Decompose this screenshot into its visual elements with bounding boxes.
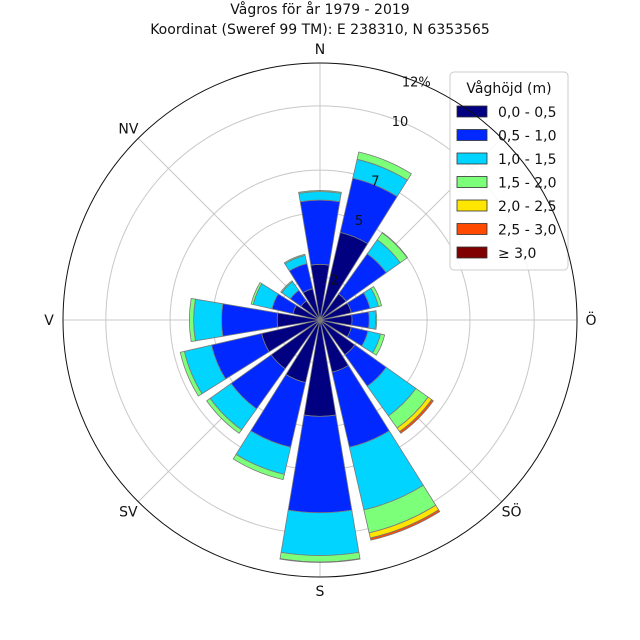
direction-label: SÖ (502, 503, 522, 521)
sector-bar-segment (189, 297, 196, 343)
chart-subtitle: Koordinat (Sweref 99 TM): E 238310, N 63… (150, 22, 490, 38)
direction-labels: N Ö SÖ S SV V NV (44, 42, 596, 600)
radial-tick-label: 5 (355, 214, 363, 229)
legend-entry-label: 2,0 - 2,5 (498, 199, 556, 215)
sector-bar-segment (399, 399, 434, 434)
legend-swatch (456, 176, 488, 188)
direction-label: V (44, 313, 54, 329)
sector-bar-segment (369, 509, 441, 541)
legend-entry-label: 1,0 - 1,5 (498, 152, 556, 168)
sector-bar-segment (179, 350, 203, 397)
radial-tick-label: 2 (330, 273, 338, 288)
sector-bar-segment (280, 280, 294, 294)
outer-ring (62, 62, 578, 578)
sector-bar-segment (351, 311, 370, 329)
legend-swatch (456, 129, 488, 141)
sector-bar-segment (374, 310, 378, 330)
direction-label: SV (119, 505, 138, 521)
direction-label: Ö (585, 311, 596, 329)
sector-bar-segment (232, 453, 285, 481)
sector-bar-segment (206, 397, 243, 434)
sector-bar-segment (370, 285, 383, 307)
sector-bar-segment (372, 333, 386, 356)
sector-bar-segment (279, 558, 361, 563)
sector-bar-segment (298, 190, 342, 194)
legend-swatch (456, 199, 488, 212)
radial-tick-label: 10 (392, 115, 409, 130)
sector-bar-segment (193, 298, 224, 342)
sector-bar-segment (356, 151, 412, 181)
legend: Våghöjd (m) 0,0 - 0,5 0,5 - 1,0 1,0 - 1,5 1,… (449, 71, 569, 271)
sector-bar-segment (381, 231, 409, 259)
chart-title: Vågros för år 1979 - 2019 (230, 1, 409, 18)
sector-bar-segment (368, 310, 377, 330)
direction-label: S (316, 584, 325, 600)
legend-swatch (456, 246, 488, 259)
legend-box (449, 71, 569, 271)
legend-entry-label: 2,5 - 3,0 (498, 223, 556, 239)
legend-entry-label: 0,5 - 1,0 (498, 129, 556, 145)
legend-swatch (456, 223, 488, 235)
sector-bars (179, 151, 441, 563)
sector-bar-segment (280, 509, 360, 556)
legend-swatch (456, 105, 488, 118)
legend-entry-label: ≥ 3,0 (498, 246, 536, 262)
sector-bar-segment (283, 253, 306, 265)
legend-entry-label: 0,0 - 0,5 (498, 105, 556, 121)
legend-title: Våghöjd (m) (466, 80, 551, 97)
legend-swatch (456, 152, 488, 165)
sector-bar-segment (298, 191, 342, 203)
legend-entry-label: 1,5 - 2,0 (498, 176, 556, 192)
direction-label: N (315, 42, 325, 58)
radial-tick-label: 7 (371, 175, 379, 190)
sector-bar-segment (250, 281, 263, 306)
direction-label: NV (118, 121, 138, 137)
